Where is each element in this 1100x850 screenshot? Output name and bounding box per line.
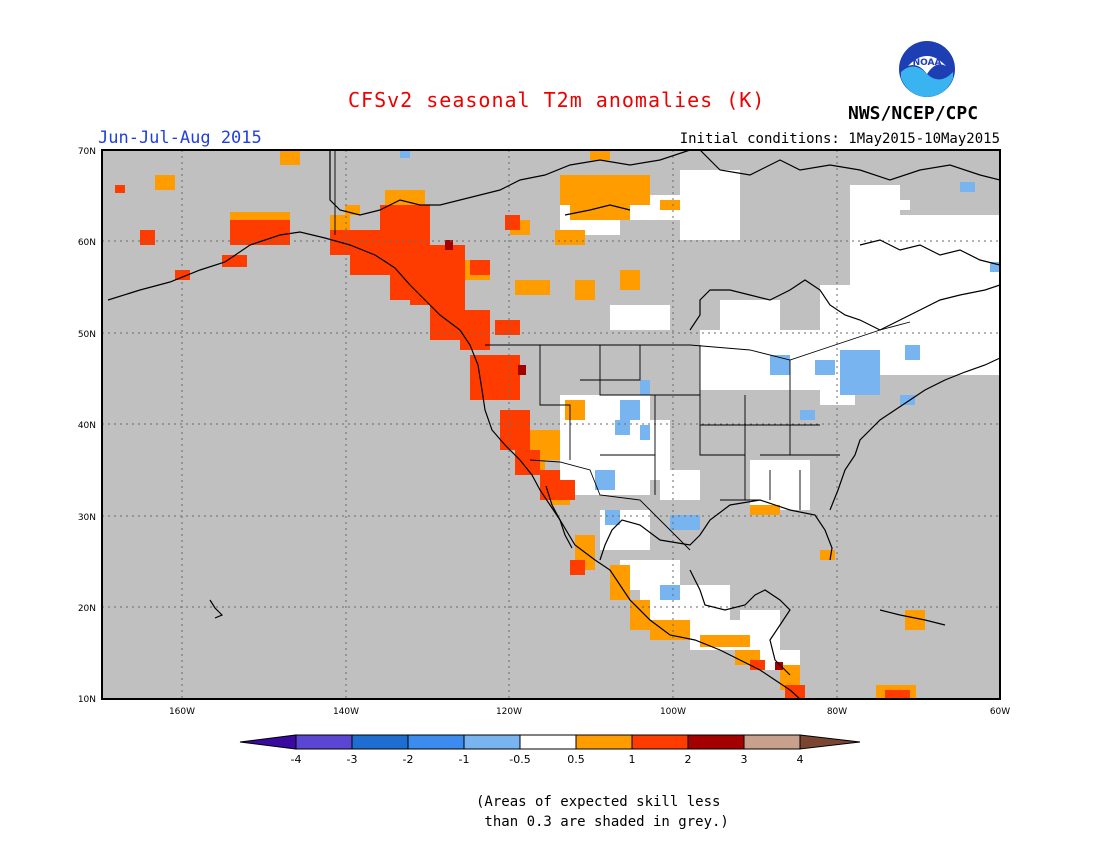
season-label: Jun-Jul-Aug 2015 [98,128,262,148]
lat-label-40n: 40N [78,421,96,431]
lon-label-120w: 120W [496,707,522,717]
lon-label-80w: 80W [827,707,847,717]
colorbar-swatch-2-1 [407,734,465,750]
longitude-labels: 160W 140W 120W 100W 80W 60W [169,707,1010,717]
colorbar-label: 2 [685,753,692,766]
footnote-line-2: than 0.3 are shaded in grey.) [476,814,729,830]
map-title: CFSv2 seasonal T2m anomalies (K) [348,88,766,112]
coastlines [107,150,1000,699]
footnote-line-1: (Areas of expected skill less [476,794,721,810]
lat-label-30n: 30N [78,513,96,523]
colorbar-label: 3 [741,753,748,766]
colorbar-label: -2 [403,753,414,766]
colorbar-labels: -4 -3 -2 -1 -0.5 0.5 1 2 3 4 [291,753,804,766]
colorbar-swatch-4-3 [295,734,353,750]
noaa-logo-icon: NOAA [896,38,958,100]
lat-label-20n: 20N [78,604,96,614]
warm-anomaly-regions-2-3 [445,240,783,670]
lat-label-70n: 70N [78,147,96,157]
colorbar-swatch-lt-4 [239,734,297,750]
colorbar-swatch-3-2 [351,734,409,750]
logo-text: NOAA [913,58,942,68]
map-frame [101,149,1001,700]
grey-shading-footnote: (Areas of expected skill less than 0.3 a… [476,792,729,832]
colorbar-label: -3 [347,753,358,766]
colorbar-label: -0.5 [509,753,530,766]
neutral-anomaly-regions [560,170,1000,670]
colorbar-label: -4 [291,753,302,766]
initial-conditions-label: Initial conditions: 1May2015-10May2015 [679,131,1000,147]
colorbar-swatch-gt-4 [799,734,861,750]
colorbar-label: 1 [629,753,636,766]
lon-label-160w: 160W [169,707,195,717]
colorbar [239,734,861,750]
colorbar-swatch-1-2 [631,734,689,750]
political-borders [334,150,911,551]
colorbar-swatch-3-4 [743,734,801,750]
lat-label-50n: 50N [78,330,96,340]
colorbar-label: 0.5 [567,753,585,766]
lon-label-60w: 60W [990,707,1010,717]
colorbar-swatch-2-3 [687,734,745,750]
colorbar-swatch-1-05 [463,734,521,750]
latitude-labels: 70N 60N 50N 40N 30N 20N 10N [78,147,96,705]
lon-label-100w: 100W [660,707,686,717]
colorbar-swatch-neutral [519,734,577,750]
lat-label-60n: 60N [78,238,96,248]
colorbar-swatch-05-1 [575,734,633,750]
lat-label-10n: 10N [78,695,96,705]
organization-label: NWS/NCEP/CPC [848,103,979,124]
graticule [102,150,1000,699]
lon-label-140w: 140W [333,707,359,717]
colorbar-label: -1 [459,753,470,766]
colorbar-label: 4 [797,753,804,766]
cool-anomaly-regions [400,150,1000,600]
